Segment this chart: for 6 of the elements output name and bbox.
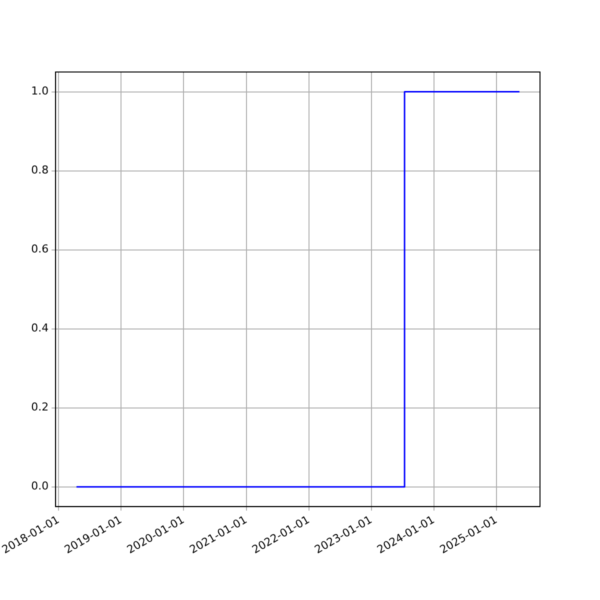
y-tick-label: 0.0	[31, 480, 49, 493]
y-tick-label: 0.4	[31, 322, 49, 335]
y-tick-label: 0.8	[31, 164, 49, 177]
y-tick-label: 1.0	[31, 84, 49, 98]
y-tick-label: 0.6	[31, 242, 49, 256]
y-tick-label: 0.2	[31, 400, 49, 414]
